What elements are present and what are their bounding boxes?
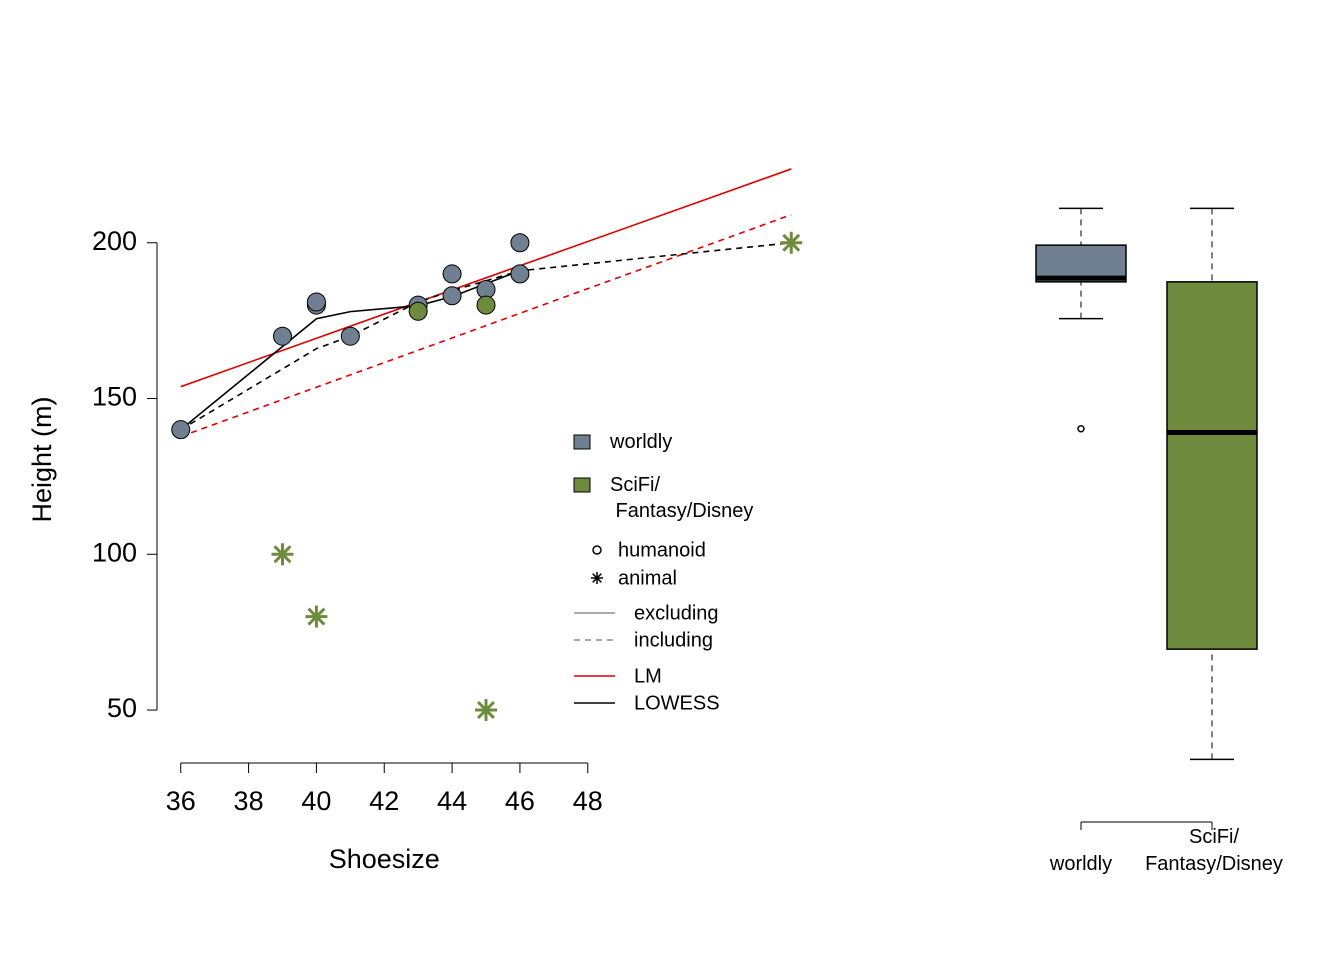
outlier: [1077, 425, 1085, 433]
point: [510, 264, 530, 284]
box: [1166, 281, 1258, 650]
y-axis-label: Height (m): [27, 396, 57, 522]
fit-line: [180, 168, 792, 388]
legend-label: including: [634, 629, 713, 651]
point: [305, 605, 328, 628]
y-tick-label: 100: [92, 537, 137, 567]
legend-marker: [592, 545, 602, 555]
fit-line: [180, 270, 521, 431]
fit-line: [180, 213, 792, 438]
legend-label: SciFi/ Fantasy/Disney: [610, 474, 754, 522]
legend-label: LM: [634, 665, 662, 687]
point: [306, 292, 326, 312]
x-tick-label: 38: [234, 786, 264, 816]
y-tick-label: 200: [92, 226, 137, 256]
x-tick-label: worldly: [1049, 853, 1113, 875]
point: [271, 543, 294, 566]
point: [475, 699, 497, 722]
legend-label: LOWESS: [634, 692, 720, 714]
x-axis-label: Shoesize: [329, 844, 440, 874]
asterisk-stroke: [592, 573, 602, 583]
legend-marker: [591, 572, 603, 584]
point: [340, 326, 360, 346]
legend-swatch: [573, 477, 591, 493]
legend-swatch: [573, 434, 591, 450]
fit-line: [180, 241, 792, 431]
x-tick-label: SciFi/ Fantasy/Disney: [1145, 826, 1283, 875]
point: [442, 264, 462, 284]
legend-label: excluding: [634, 602, 719, 624]
x-tick-label: 40: [301, 786, 331, 816]
asterisk-stroke: [477, 701, 495, 720]
point: [780, 231, 803, 254]
point: [171, 420, 191, 440]
asterisk-stroke: [273, 545, 292, 564]
x-tick-label: 42: [369, 786, 399, 816]
point: [272, 326, 292, 346]
legend-label: humanoid: [618, 539, 706, 561]
point: [442, 286, 462, 306]
legend-label: animal: [618, 567, 677, 589]
point: [510, 233, 530, 253]
y-tick-label: 150: [92, 382, 137, 412]
x-tick-label: 48: [573, 786, 603, 816]
point: [408, 301, 428, 321]
x-tick-label: 46: [505, 786, 535, 816]
asterisk-stroke: [782, 233, 801, 252]
y-tick-label: 50: [107, 693, 137, 723]
x-tick-label: 36: [166, 786, 196, 816]
x-tick-label: 44: [437, 786, 467, 816]
asterisk-stroke: [307, 607, 326, 626]
legend-label: worldly: [610, 431, 673, 453]
point: [476, 295, 496, 315]
